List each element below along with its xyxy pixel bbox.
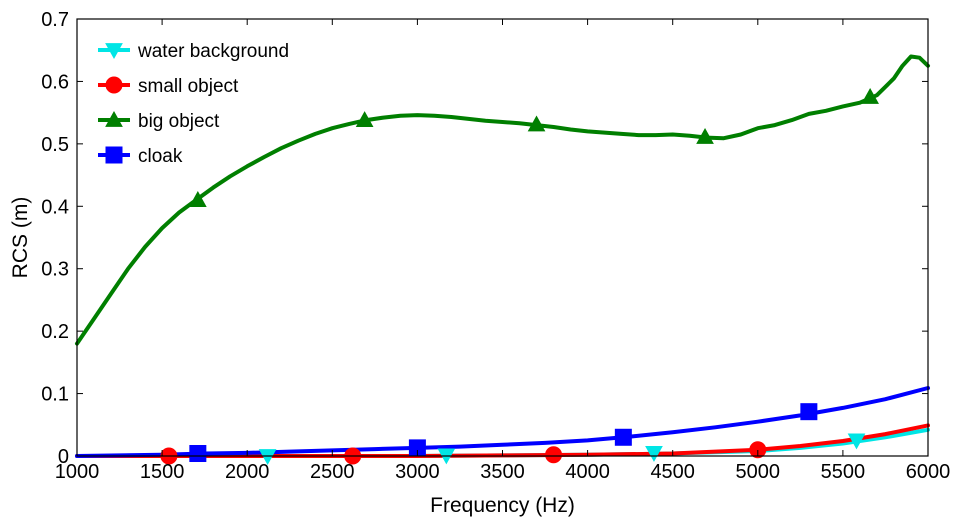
x-tick-label: 5000 xyxy=(736,461,781,483)
series-marker-small-object xyxy=(749,441,767,459)
y-tick-label: 0.4 xyxy=(41,196,69,218)
legend-label-water-background: water background xyxy=(137,41,289,62)
series-marker-big-object xyxy=(527,115,546,132)
y-tick-label: 0.5 xyxy=(41,134,69,156)
legend-label-cloak: cloak xyxy=(138,146,183,167)
series-marker-water-background xyxy=(258,449,277,466)
legend-marker-big-object xyxy=(105,110,123,127)
series-marker-cloak xyxy=(614,428,632,446)
y-tick-label: 0.6 xyxy=(41,71,69,93)
y-axis-label: RCS (m) xyxy=(9,197,32,279)
series-marker-big-object xyxy=(188,191,207,207)
x-tick-label: 4000 xyxy=(565,461,610,483)
series-marker-water-background xyxy=(645,445,663,462)
y-tick-label: 0.2 xyxy=(41,321,69,343)
series-marker-small-object xyxy=(545,446,563,464)
series-marker-cloak xyxy=(189,445,207,463)
series-marker-big-object xyxy=(696,127,714,144)
x-tick-label: 1500 xyxy=(140,461,185,483)
x-tick-label: 3500 xyxy=(480,461,525,483)
legend-marker-small-object xyxy=(105,76,123,94)
legend: water background small object big object cl… xyxy=(98,41,289,167)
x-tick-label: 3000 xyxy=(395,461,440,483)
tick-layer: 1000 1500 2000 2500 3000 3500 4000 4500 5000 5500… xyxy=(41,9,950,483)
legend-label-big-object: big object xyxy=(138,111,220,132)
series-marker-water-background xyxy=(847,433,866,450)
series-marker-big-object xyxy=(355,111,374,128)
marker-layer xyxy=(160,88,879,466)
y-tick-label: 0.1 xyxy=(41,384,69,406)
legend-marker-cloak xyxy=(105,146,123,164)
x-tick-label: 4500 xyxy=(650,461,695,483)
y-tick-label: 0.3 xyxy=(41,259,69,281)
legend-label-small-object: small object xyxy=(138,76,239,97)
y-tick-label: 0.7 xyxy=(41,9,69,31)
x-tick-label: 2000 xyxy=(225,461,270,483)
series-marker-cloak xyxy=(800,403,818,421)
y-tick-label: 0 xyxy=(58,446,69,468)
legend-marker-water-background xyxy=(105,43,123,60)
x-tick-label: 1000 xyxy=(55,461,100,483)
x-tick-label: 5500 xyxy=(821,461,866,483)
x-tick-label: 6000 xyxy=(906,461,951,483)
series-marker-big-object xyxy=(861,88,879,104)
series-line-cloak xyxy=(75,386,930,458)
x-tick-label: 2500 xyxy=(310,461,355,483)
series-line-big-object xyxy=(75,54,930,346)
x-axis-label: Frequency (Hz) xyxy=(430,494,575,517)
